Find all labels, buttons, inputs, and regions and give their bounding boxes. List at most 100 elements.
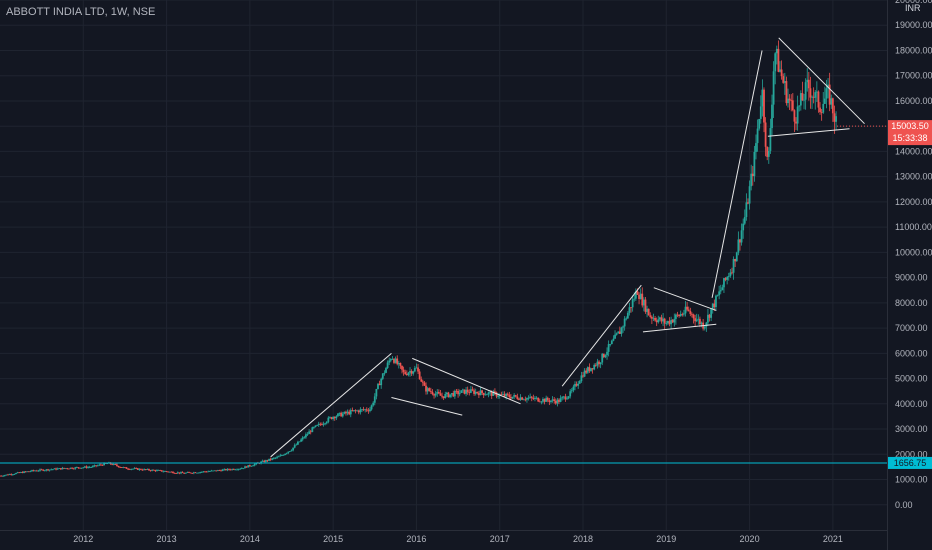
candle-body [715, 295, 717, 308]
candle-body [510, 397, 512, 399]
candle-body [453, 390, 456, 397]
candle-body [29, 471, 32, 473]
price-tick-label: 8000.00 [895, 298, 928, 308]
candle-body [529, 396, 532, 398]
candle-body [27, 471, 30, 473]
candle-body [226, 468, 229, 471]
candle-body [745, 202, 748, 218]
candle-body [365, 409, 368, 411]
candle-body [447, 392, 450, 398]
trendline [412, 357, 521, 405]
candle-body [455, 390, 458, 392]
candle-body [322, 423, 325, 425]
candle-body [234, 469, 237, 471]
candle-body [236, 469, 238, 471]
candle-body [324, 423, 327, 425]
candle-body [638, 294, 640, 299]
candle-body [220, 470, 222, 472]
candle-body [809, 88, 812, 98]
candle-body [88, 467, 91, 468]
candle-body [588, 367, 591, 371]
candle-body [303, 437, 306, 439]
candle-body [798, 105, 801, 107]
candle-body [750, 173, 753, 187]
candle-body [176, 472, 179, 474]
candle-body [636, 291, 639, 295]
candle-body [135, 468, 138, 470]
time-tick-label: 2021 [823, 534, 843, 544]
candle-body [221, 469, 224, 472]
candle-body [471, 389, 474, 391]
candle-body [410, 370, 413, 374]
candle-body [87, 467, 89, 468]
candle-body [649, 315, 652, 317]
candle-body [596, 361, 599, 366]
candle-body [66, 468, 69, 470]
candle-body [61, 467, 64, 470]
candle-body [522, 399, 525, 401]
candle-body [425, 385, 427, 392]
candle-body [188, 472, 190, 473]
candle-body [787, 98, 789, 104]
candle-body [716, 295, 719, 297]
price-tick-label: 3000.00 [895, 424, 928, 434]
candle-body [266, 460, 269, 461]
candle-body [380, 378, 383, 386]
candle-body [127, 468, 130, 470]
candle-body [399, 362, 402, 366]
candle-body [24, 471, 27, 473]
candle-body [39, 469, 41, 471]
candle-body [556, 399, 559, 404]
candle-body [268, 458, 270, 461]
price-tick-label: 12000.00 [895, 197, 932, 207]
candle-body [276, 456, 278, 458]
candle-body [242, 468, 245, 470]
candle-body [691, 313, 693, 315]
candle-body [181, 472, 184, 474]
candle-body [591, 368, 594, 370]
candle-body [468, 392, 471, 393]
candle-body [104, 463, 107, 464]
candle-body [349, 410, 352, 415]
candle-body [385, 368, 387, 373]
candle-body [514, 395, 517, 397]
candle-body [343, 411, 346, 414]
candle-body [284, 453, 286, 455]
candle-body [618, 331, 621, 334]
candle-body [727, 276, 730, 277]
price-tick-label: 20000.00 [895, 0, 932, 5]
candle-body [530, 396, 533, 398]
candle-body [319, 423, 322, 425]
time-axis[interactable]: 2012 2013 2014 2015 2016 2017 2018 2019 2020 2021 [0, 530, 887, 545]
candle-body [461, 389, 464, 391]
candle-body [351, 410, 354, 412]
candle-body [151, 469, 154, 471]
candle-body [91, 466, 94, 468]
candle-body [626, 312, 629, 319]
candle-body [140, 468, 142, 470]
price-axis[interactable]: 0.00 1000.00 2000.00 3000.00 4000.00 5000.00 6… [887, 0, 932, 550]
candle-body [391, 358, 394, 360]
candle-body [426, 388, 429, 392]
candle-body [460, 390, 463, 393]
time-tick-label: 2017 [490, 534, 510, 544]
candle-body [658, 317, 661, 320]
candle-body [777, 48, 780, 72]
candle-body [11, 474, 14, 476]
candle-body [282, 454, 285, 456]
candle-body [415, 367, 418, 369]
candle-body [329, 417, 331, 419]
candle-body [224, 469, 227, 471]
candle-body [439, 393, 442, 396]
candle-body [396, 358, 399, 365]
candle-body [189, 472, 192, 474]
candle-body [612, 338, 615, 341]
candle-body [2, 475, 5, 477]
candle-body [538, 401, 541, 403]
candle-body [354, 410, 357, 412]
candle-body [718, 291, 721, 296]
candle-body [7, 474, 9, 476]
candle-body [466, 389, 469, 393]
candle-body [19, 472, 22, 473]
